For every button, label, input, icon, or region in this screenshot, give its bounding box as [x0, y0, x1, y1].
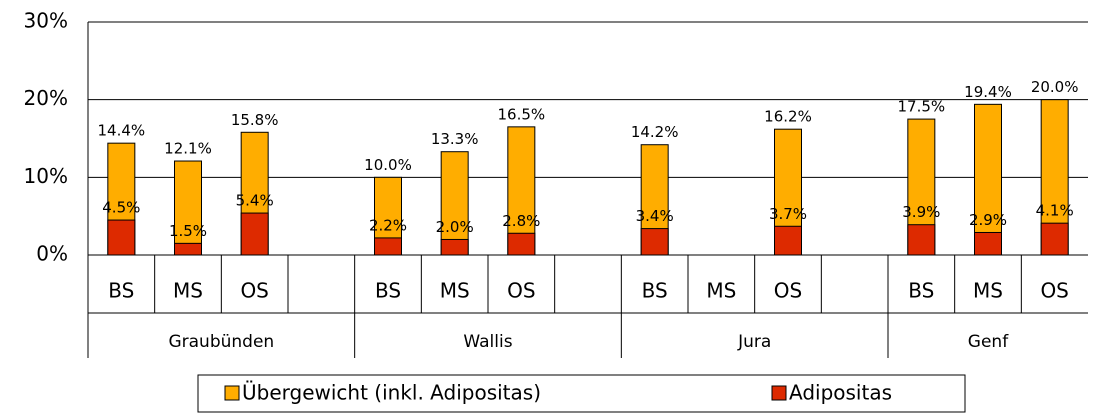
value-label: 4.1%: [1036, 202, 1074, 220]
bar: [640, 228, 669, 256]
x-tick-label: BS: [642, 279, 668, 303]
bar: [374, 237, 402, 256]
value-label: 2.9%: [969, 211, 1007, 229]
value-label: 4.5%: [102, 199, 140, 217]
y-tick-label: 30%: [24, 9, 68, 33]
value-label: 16.2%: [764, 108, 812, 126]
value-label: 2.2%: [369, 216, 407, 234]
legend-label: Adipositas: [789, 381, 892, 405]
value-label: 3.4%: [636, 207, 674, 225]
bar: [507, 232, 536, 256]
x-tick-label: OS: [1040, 279, 1068, 303]
bar: [974, 103, 1002, 256]
bar: [107, 219, 136, 256]
x-tick-label: MS: [440, 279, 470, 303]
bar: [440, 238, 469, 256]
group-label: Wallis: [463, 332, 512, 352]
x-tick-label: MS: [973, 279, 1003, 303]
legend-swatch: [224, 385, 240, 401]
group-label: Jura: [737, 332, 771, 352]
value-label: 1.5%: [169, 222, 207, 240]
value-label: 20.0%: [1031, 78, 1079, 96]
x-tick-label: OS: [240, 279, 268, 303]
value-label: 10.0%: [364, 156, 412, 174]
value-label: 3.9%: [902, 203, 940, 221]
value-label: 2.8%: [502, 212, 540, 230]
x-tick-label: BS: [375, 279, 401, 303]
legend-swatch: [771, 385, 787, 401]
x-tick-label: MS: [173, 279, 203, 303]
x-tick-label: OS: [774, 279, 802, 303]
value-label: 14.2%: [631, 123, 679, 141]
legend-box: [197, 374, 966, 413]
legend-label: Übergewicht (inkl. Adipositas): [242, 381, 541, 405]
bar: [774, 225, 802, 256]
bar: [1040, 222, 1069, 256]
value-label: 2.0%: [436, 218, 474, 236]
value-label: 19.4%: [964, 83, 1012, 101]
bar: [974, 231, 1002, 256]
value-label: 17.5%: [898, 98, 946, 116]
bar: [440, 151, 469, 256]
bar: [174, 160, 202, 256]
group-label: Graubünden: [168, 332, 274, 352]
bar: [174, 242, 202, 256]
value-label: 3.7%: [769, 205, 807, 223]
bar: [907, 224, 936, 256]
group-label: Genf: [968, 332, 1009, 352]
value-label: 16.5%: [498, 105, 546, 123]
value-label: 12.1%: [164, 140, 212, 158]
x-tick-label: OS: [507, 279, 535, 303]
y-tick-label: 0%: [36, 242, 68, 266]
value-label: 5.4%: [236, 192, 274, 210]
x-tick-label: BS: [108, 279, 134, 303]
y-tick-label: 10%: [24, 164, 68, 188]
bar: [240, 212, 269, 256]
x-tick-label: BS: [908, 279, 934, 303]
value-label: 15.8%: [231, 111, 279, 129]
x-tick-label: MS: [706, 279, 736, 303]
value-label: 14.4%: [98, 122, 146, 140]
value-label: 13.3%: [431, 130, 479, 148]
y-tick-label: 20%: [24, 86, 68, 110]
